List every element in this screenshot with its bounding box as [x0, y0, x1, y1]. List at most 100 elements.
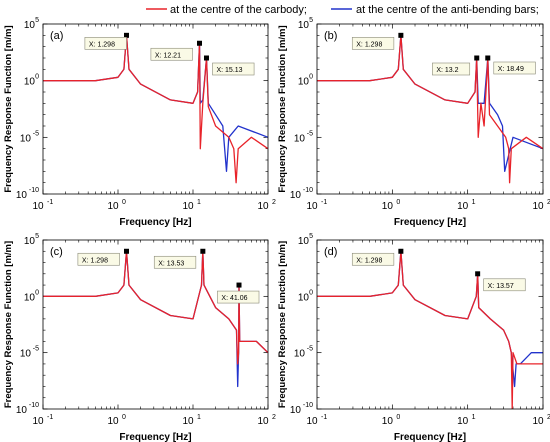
datatip-label: X: 1.298: [356, 257, 382, 264]
datatip-box: [212, 62, 255, 76]
y-tick-exponent: 5: [35, 233, 39, 240]
y-tick-label: 10: [298, 20, 310, 31]
x-tick-exponent: 1: [472, 199, 476, 206]
y-tick-label: 10: [24, 236, 36, 247]
y-tick-exponent: 5: [35, 17, 39, 24]
x-tick-label: 10: [107, 201, 119, 212]
datatip-marker: [236, 282, 242, 288]
panel-label: (b): [324, 30, 337, 42]
x-tick-exponent: -1: [321, 199, 327, 206]
datatip-marker: [203, 55, 209, 61]
x-tick-label: 10: [107, 416, 119, 427]
x-tick-exponent: 1: [197, 199, 201, 206]
datatip-marker: [200, 248, 206, 254]
y-tick-exponent: 0: [309, 74, 313, 81]
y-tick-exponent: -5: [33, 130, 39, 137]
x-tick-label: 10: [532, 416, 544, 427]
datatip-box: [493, 61, 536, 75]
x-axis-label: Frequency [Hz]: [394, 432, 466, 442]
datatip-box: [77, 252, 120, 266]
plot-frame: [316, 239, 544, 410]
datatip-label: X: 18.49: [498, 66, 524, 73]
datatip-label: X: 12.21: [155, 52, 181, 59]
y-tick-exponent: 5: [309, 233, 313, 240]
y-tick-label: 10: [298, 77, 310, 88]
datatip-label: X: 13.2: [436, 67, 458, 74]
x-tick-label: 10: [382, 416, 394, 427]
plot-frame: [316, 23, 544, 195]
datatip-box: [84, 37, 127, 50]
x-tick-exponent: 0: [396, 414, 400, 421]
y-axis-label: Frequency Response Function [m/m]: [277, 25, 288, 192]
x-tick-label: 10: [457, 201, 469, 212]
y-tick-exponent: 0: [35, 74, 39, 81]
y-tick-label: 10: [290, 190, 302, 201]
datatip-marker: [398, 248, 404, 254]
y-tick-label: 10: [16, 190, 28, 201]
x-tick-label: 10: [257, 201, 269, 212]
y-axis-label: Frequency Response Function [m/m]: [277, 241, 288, 408]
legend: at the centre of the carbody; at the cen…: [146, 4, 539, 16]
y-tick-label: 10: [20, 349, 32, 360]
x-tick-label: 10: [32, 416, 44, 427]
series-line-carbody: [43, 250, 268, 365]
y-tick-label: 10: [24, 292, 36, 303]
datatip-marker: [197, 40, 203, 46]
y-tick-exponent: -10: [303, 402, 313, 409]
y-tick-label: 10: [298, 292, 310, 303]
x-tick-exponent: 2: [272, 199, 276, 206]
panel-label: (c): [50, 246, 63, 258]
y-axis-label: Frequency Response Function [m/m]: [3, 25, 14, 192]
x-tick-label: 10: [382, 201, 394, 212]
y-axis-label: Frequency Response Function [m/m]: [3, 241, 14, 408]
datatip-box: [432, 62, 471, 76]
series-line-anti-bending-bars: [317, 250, 543, 388]
x-tick-exponent: 2: [547, 199, 550, 206]
panel-label: (a): [50, 30, 63, 42]
y-tick-exponent: 0: [35, 289, 39, 296]
x-tick-exponent: 0: [122, 414, 126, 421]
x-tick-exponent: 0: [122, 199, 126, 206]
x-tick-label: 10: [182, 416, 194, 427]
datatip-label: X: 15.13: [216, 67, 242, 74]
x-tick-exponent: -1: [321, 414, 327, 421]
series-line-carbody: [317, 34, 543, 184]
y-tick-label: 10: [298, 236, 310, 247]
y-tick-label: 10: [20, 133, 32, 144]
x-tick-exponent: -1: [47, 414, 53, 421]
y-tick-exponent: -10: [303, 187, 313, 194]
y-tick-exponent: -10: [29, 402, 39, 409]
x-tick-label: 10: [532, 201, 544, 212]
x-tick-exponent: 0: [396, 199, 400, 206]
series-line-carbody: [317, 250, 543, 409]
datatip-box: [351, 37, 395, 50]
x-tick-exponent: 2: [272, 414, 276, 421]
datatip-marker: [123, 32, 129, 38]
x-tick-label: 10: [257, 416, 269, 427]
legend-label-anti-bending-bars: at the centre of the anti-bending bars;: [356, 4, 539, 16]
datatip-label: X: 13.57: [488, 283, 514, 290]
legend-label-carbody: at the centre of the carbody;: [170, 4, 307, 16]
x-tick-exponent: 2: [547, 414, 550, 421]
y-tick-exponent: -5: [307, 346, 313, 353]
datatip-label: X: 1.298: [89, 41, 115, 48]
y-tick-exponent: 5: [309, 17, 313, 24]
datatip-box: [483, 278, 526, 292]
series-line-anti-bending-bars: [43, 250, 268, 388]
x-tick-label: 10: [182, 201, 194, 212]
datatip-marker: [485, 55, 491, 61]
datatip-label: X: 1.298: [82, 257, 108, 264]
y-tick-label: 10: [294, 133, 306, 144]
datatip-marker: [474, 55, 480, 61]
datatip-box: [153, 255, 197, 269]
x-tick-label: 10: [457, 416, 469, 427]
y-tick-label: 10: [24, 77, 36, 88]
datatip-box: [217, 290, 260, 304]
x-axis-label: Frequency [Hz]: [119, 217, 191, 228]
datatip-marker: [123, 248, 129, 254]
datatip-marker: [398, 32, 404, 38]
x-tick-exponent: 1: [472, 414, 476, 421]
datatip-label: X: 13.53: [158, 260, 184, 267]
